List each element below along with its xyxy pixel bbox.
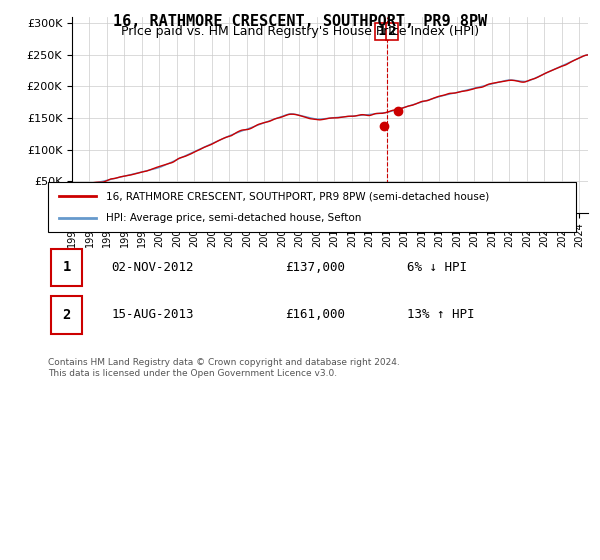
Text: 1: 1 [62,260,71,274]
Text: 16, RATHMORE CRESCENT, SOUTHPORT, PR9 8PW: 16, RATHMORE CRESCENT, SOUTHPORT, PR9 8P… [113,14,487,29]
Text: 6% ↓ HPI: 6% ↓ HPI [407,261,467,274]
Text: 15-AUG-2013: 15-AUG-2013 [112,309,194,321]
Text: £137,000: £137,000 [286,261,346,274]
Text: 2: 2 [62,308,71,322]
Text: 16, RATHMORE CRESCENT, SOUTHPORT, PR9 8PW (semi-detached house): 16, RATHMORE CRESCENT, SOUTHPORT, PR9 8P… [106,191,490,201]
FancyBboxPatch shape [48,182,576,232]
Text: 02-NOV-2012: 02-NOV-2012 [112,261,194,274]
FancyBboxPatch shape [50,249,82,286]
Text: Contains HM Land Registry data © Crown copyright and database right 2024.
This d: Contains HM Land Registry data © Crown c… [48,358,400,378]
Text: 13% ↑ HPI: 13% ↑ HPI [407,309,475,321]
Text: Price paid vs. HM Land Registry's House Price Index (HPI): Price paid vs. HM Land Registry's House … [121,25,479,38]
Text: £161,000: £161,000 [286,309,346,321]
Text: 2: 2 [388,25,397,38]
Text: 1: 1 [377,25,386,38]
Text: HPI: Average price, semi-detached house, Sefton: HPI: Average price, semi-detached house,… [106,213,361,223]
FancyBboxPatch shape [50,296,82,334]
